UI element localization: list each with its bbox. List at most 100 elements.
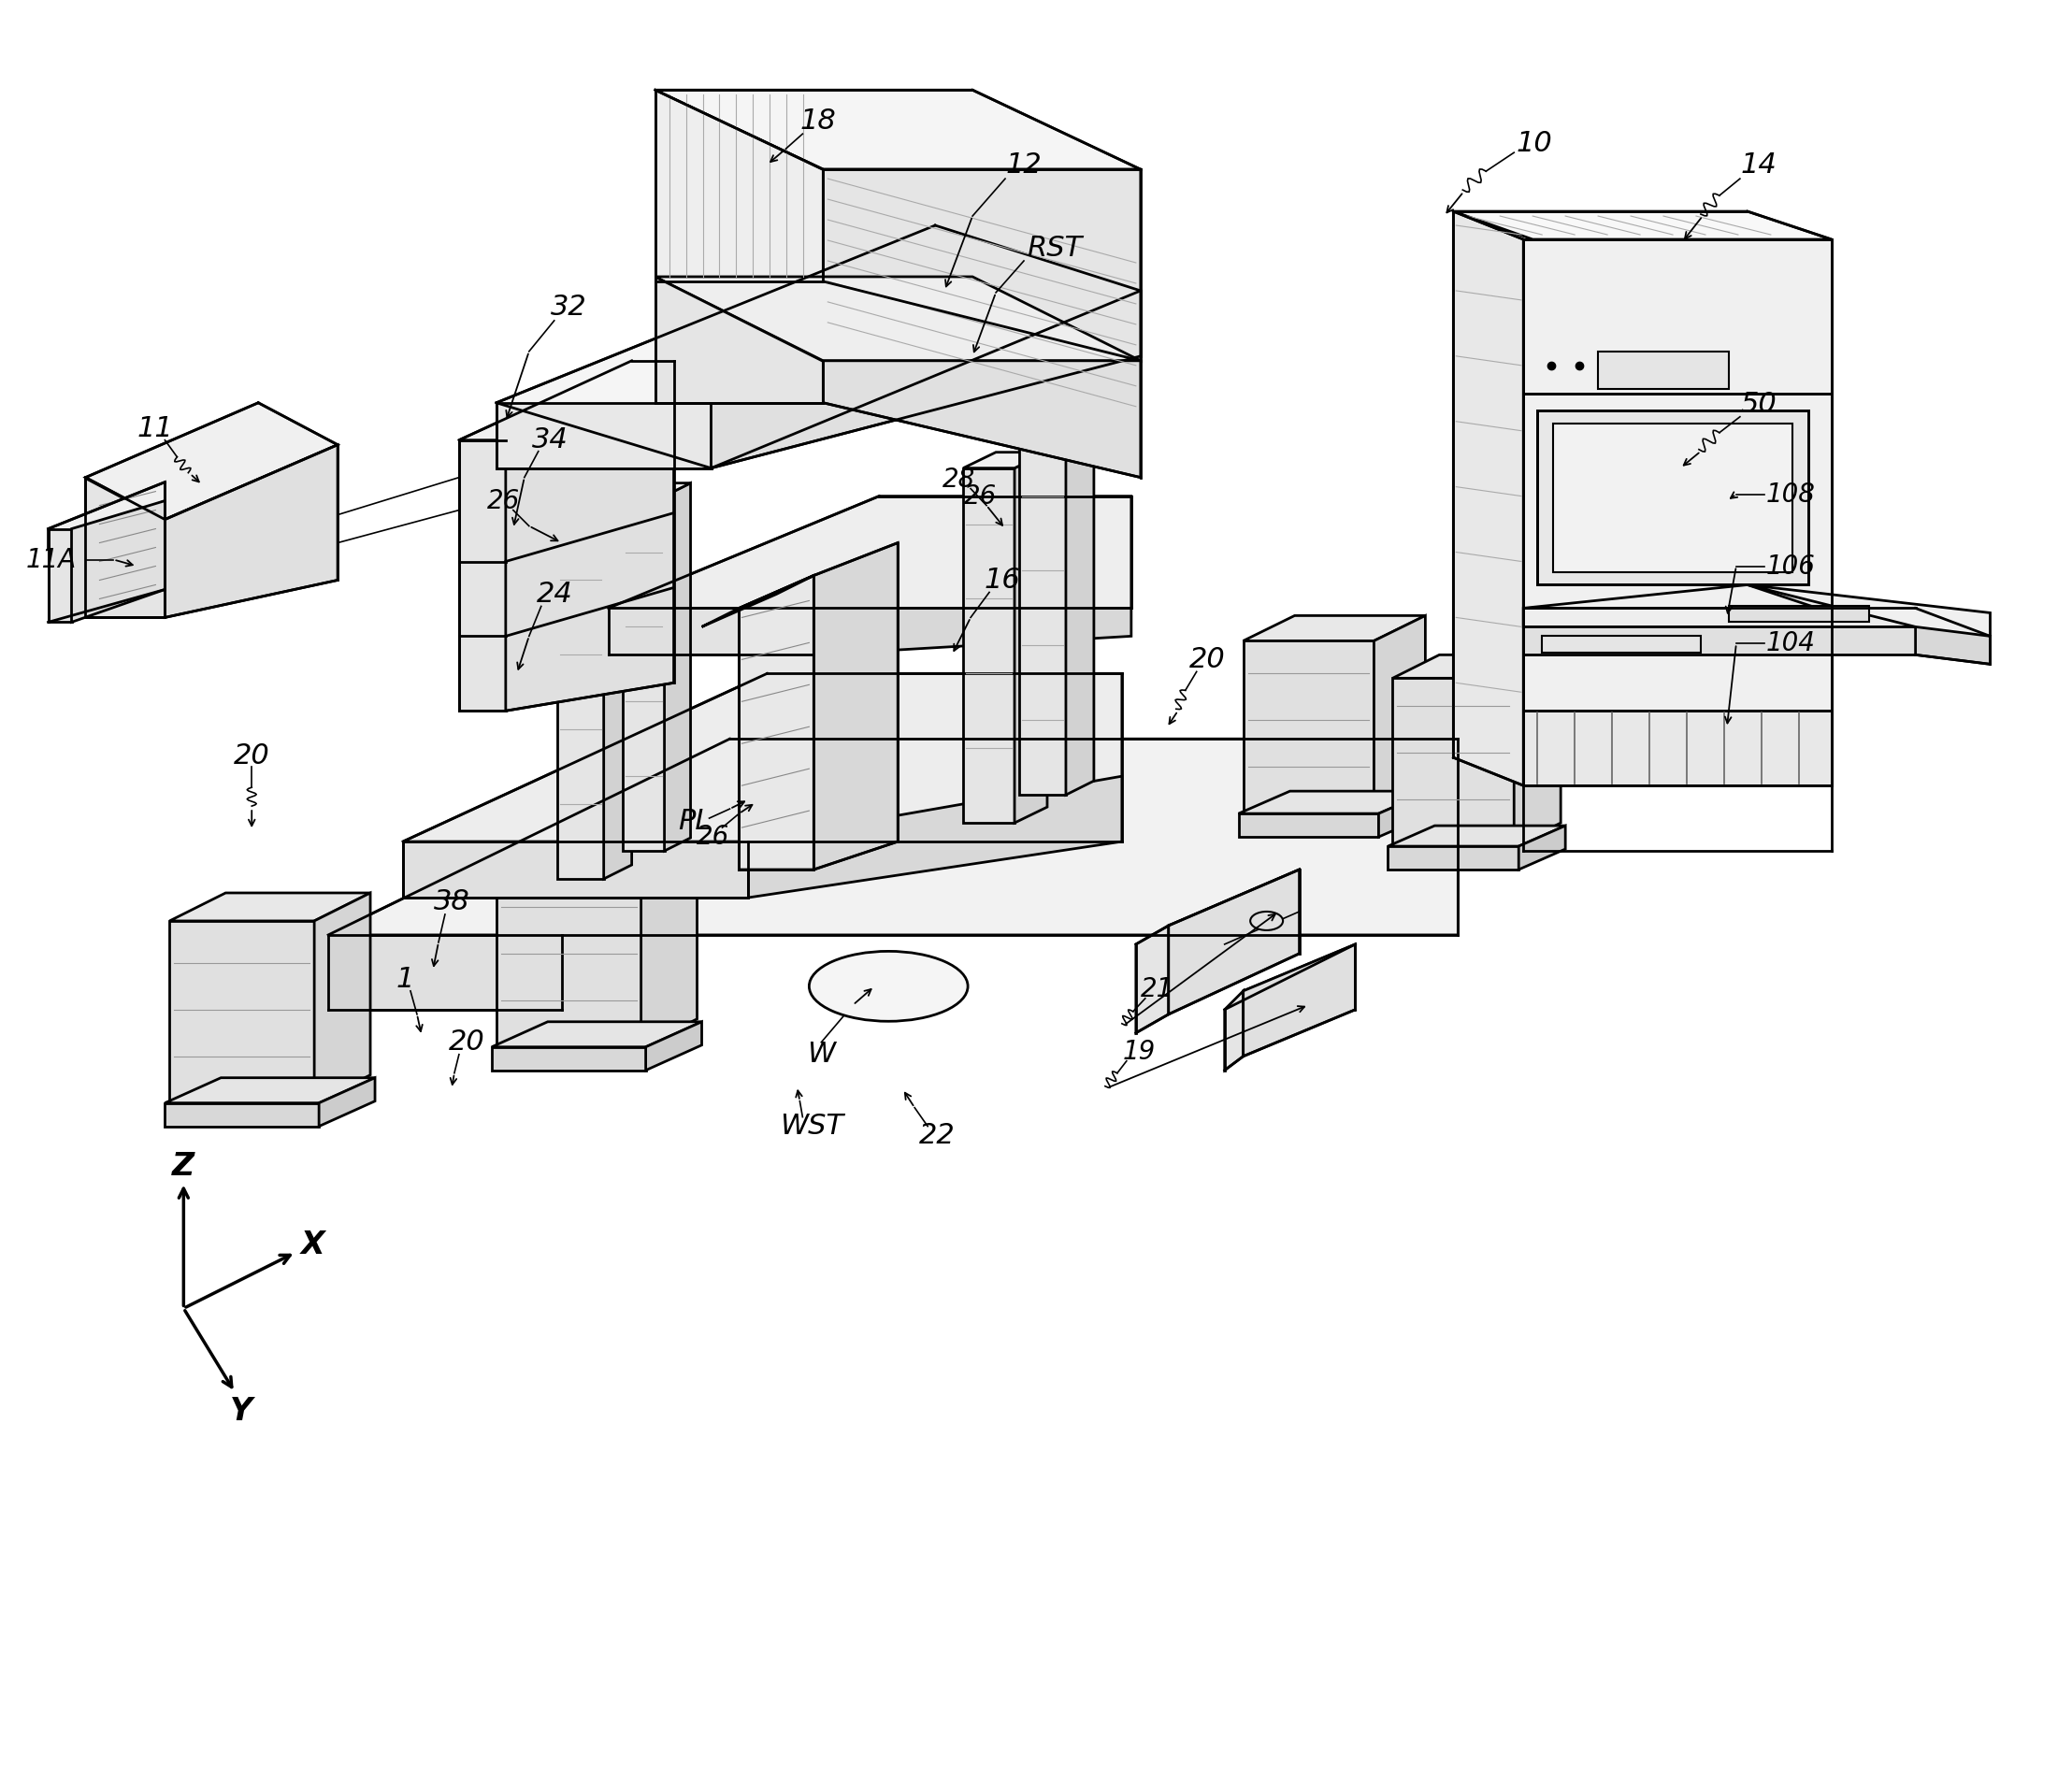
Polygon shape [1015, 453, 1046, 823]
Polygon shape [622, 495, 665, 851]
Polygon shape [1523, 609, 1915, 626]
Polygon shape [402, 842, 748, 897]
Polygon shape [1523, 626, 1832, 655]
Text: WST: WST [779, 1113, 843, 1139]
Text: 50: 50 [1740, 391, 1778, 417]
Polygon shape [814, 543, 897, 870]
Polygon shape [166, 444, 338, 617]
Polygon shape [1915, 609, 1991, 663]
Text: 22: 22 [918, 1122, 955, 1150]
Polygon shape [740, 575, 814, 870]
Text: RST: RST [1028, 235, 1082, 262]
Polygon shape [506, 361, 673, 711]
Text: 24: 24 [537, 580, 572, 609]
Polygon shape [1452, 211, 1523, 785]
Text: 26: 26 [487, 488, 520, 513]
Polygon shape [557, 524, 603, 879]
Polygon shape [1243, 616, 1426, 640]
Polygon shape [1019, 440, 1065, 794]
Text: 38: 38 [433, 888, 470, 916]
Ellipse shape [810, 952, 968, 1021]
Polygon shape [1523, 239, 1832, 785]
Polygon shape [1169, 870, 1299, 945]
Polygon shape [460, 440, 506, 711]
Polygon shape [497, 865, 640, 1047]
Polygon shape [48, 483, 166, 547]
Polygon shape [1243, 640, 1374, 814]
Text: 18: 18 [800, 108, 837, 134]
Polygon shape [702, 575, 814, 626]
Polygon shape [1243, 945, 1355, 1056]
Text: 20: 20 [234, 743, 269, 770]
Text: 32: 32 [551, 294, 586, 322]
Polygon shape [48, 529, 73, 623]
Polygon shape [497, 837, 696, 865]
Polygon shape [1542, 637, 1701, 653]
Text: 11A: 11A [25, 547, 77, 573]
Polygon shape [315, 893, 371, 1102]
Text: PL: PL [678, 807, 711, 835]
Polygon shape [1239, 791, 1430, 814]
Polygon shape [814, 609, 1131, 655]
Polygon shape [166, 1102, 319, 1127]
Polygon shape [170, 893, 371, 922]
Polygon shape [402, 674, 1121, 842]
Polygon shape [1388, 846, 1519, 870]
Polygon shape [1019, 426, 1094, 440]
Text: 12: 12 [1005, 150, 1042, 179]
Text: X: X [300, 1229, 325, 1260]
Polygon shape [1523, 711, 1832, 785]
Text: 21: 21 [1142, 976, 1175, 1003]
Polygon shape [963, 453, 1046, 469]
Polygon shape [665, 483, 690, 851]
Polygon shape [166, 1077, 375, 1102]
Polygon shape [491, 1047, 646, 1070]
Text: 104: 104 [1765, 630, 1815, 656]
Polygon shape [609, 609, 814, 655]
Polygon shape [640, 837, 696, 1047]
Polygon shape [319, 1077, 375, 1127]
Polygon shape [711, 290, 1140, 469]
Polygon shape [748, 777, 1121, 897]
Polygon shape [655, 90, 1140, 170]
Polygon shape [1392, 678, 1515, 846]
Text: 34: 34 [533, 426, 568, 453]
Text: 10: 10 [1517, 129, 1552, 157]
Polygon shape [1728, 607, 1869, 623]
Polygon shape [1243, 945, 1355, 1019]
Polygon shape [557, 509, 632, 524]
Polygon shape [1452, 211, 1832, 239]
Polygon shape [655, 90, 823, 281]
Polygon shape [1515, 655, 1560, 846]
Polygon shape [1537, 410, 1809, 586]
Text: 26: 26 [963, 483, 997, 509]
Polygon shape [655, 276, 823, 403]
Polygon shape [1392, 655, 1560, 678]
Polygon shape [73, 501, 166, 623]
Polygon shape [497, 403, 711, 469]
Polygon shape [823, 361, 1140, 478]
Text: 26: 26 [696, 824, 729, 849]
Polygon shape [646, 1022, 702, 1070]
Polygon shape [1519, 826, 1564, 870]
Polygon shape [655, 276, 1140, 361]
Polygon shape [1239, 814, 1378, 837]
Text: Y: Y [230, 1396, 253, 1426]
Text: 20: 20 [448, 1030, 485, 1056]
Ellipse shape [1249, 911, 1283, 930]
Text: W: W [808, 1040, 835, 1068]
Polygon shape [1554, 423, 1792, 573]
Polygon shape [1598, 352, 1728, 389]
Polygon shape [491, 1022, 702, 1047]
Polygon shape [1225, 991, 1243, 1070]
Polygon shape [963, 469, 1015, 823]
Text: 20: 20 [1189, 646, 1227, 672]
Polygon shape [1065, 426, 1094, 794]
Text: 14: 14 [1740, 150, 1778, 179]
Polygon shape [497, 225, 1140, 469]
Polygon shape [823, 170, 1140, 361]
Text: 16: 16 [984, 566, 1021, 594]
Polygon shape [1169, 870, 1299, 1014]
Text: 19: 19 [1123, 1038, 1156, 1065]
Polygon shape [85, 478, 166, 617]
